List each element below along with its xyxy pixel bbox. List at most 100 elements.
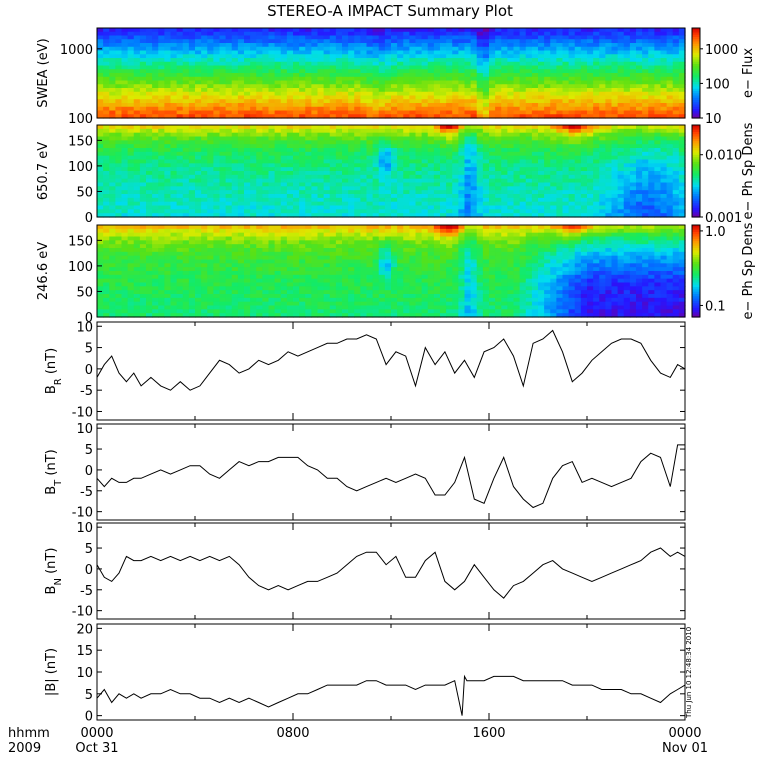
spectrogram-cell (482, 151, 490, 157)
colorbar-cell (692, 86, 700, 90)
spectrogram-cell (378, 201, 386, 207)
spectrogram-cell (158, 209, 165, 214)
spectrogram-cell (201, 99, 208, 104)
spectrogram-cell (348, 136, 355, 141)
spectrogram-cell (317, 201, 325, 207)
spectrogram-cell (286, 197, 294, 203)
spectrogram-cell (317, 58, 325, 63)
spectrogram-cell (550, 205, 557, 210)
spectrogram-cell (158, 267, 165, 272)
spectrogram-cell (170, 125, 178, 130)
spectrogram-cell (127, 232, 135, 238)
spectrogram-cell (207, 194, 214, 199)
colorbar-cell (692, 79, 700, 83)
spectrogram-cell (201, 69, 208, 74)
spectrogram-cell (666, 213, 674, 218)
spectrogram-cell (544, 182, 551, 187)
spectrogram-cell (568, 110, 576, 115)
spectrogram-cell (593, 167, 600, 172)
spectrogram-cell (397, 58, 404, 63)
spectrogram-cell (207, 99, 214, 104)
spectrogram-cell (335, 76, 343, 82)
spectrogram-cell (182, 128, 190, 134)
spectrogram-cell (182, 171, 190, 176)
spectrogram-cell (268, 61, 276, 67)
spectrogram-cell (427, 125, 435, 130)
spectrogram-cell (678, 144, 686, 149)
spectrogram-cell (531, 110, 539, 115)
spectrogram-cell (458, 194, 466, 199)
spectrogram-cell (636, 99, 643, 104)
spectrogram-cell (342, 91, 349, 97)
spectrogram-cell (115, 99, 123, 104)
spectrogram-cell (244, 99, 251, 104)
spectrogram-cell (164, 80, 172, 85)
spectrogram-cell (489, 136, 496, 141)
spectrogram-cell (372, 213, 380, 218)
spectrogram-cell (599, 95, 606, 100)
spectrogram-cell (587, 69, 594, 74)
spectrogram-cell (188, 190, 196, 195)
spectrogram-cell (103, 171, 110, 176)
spectrogram-cell (109, 99, 116, 104)
spectrogram-cell (97, 114, 104, 119)
spectrogram-cell (489, 61, 496, 67)
spectrogram-cell (489, 140, 496, 145)
spectrogram-cell (427, 178, 435, 184)
spectrogram-cell (237, 99, 245, 104)
spectrogram-cell (507, 39, 515, 44)
spectrogram-cell (201, 35, 208, 40)
spectrogram-cell (182, 110, 190, 115)
spectrogram-cell (115, 178, 123, 184)
spectrogram-cell (623, 110, 631, 115)
spectrogram-cell (219, 54, 227, 59)
spectrogram-cell (666, 197, 674, 203)
spectrogram-cell (605, 163, 613, 168)
spectrogram-cell (158, 236, 165, 241)
spectrogram-cell (280, 171, 288, 176)
spectrogram-cell (654, 128, 662, 134)
spectrogram-cell (544, 43, 551, 48)
spectrogram-cell (139, 225, 147, 230)
spectrogram-cell (146, 91, 153, 97)
spectrogram-cell (133, 232, 141, 238)
spectrogram-cell (152, 171, 159, 176)
spectrogram-cell (366, 84, 374, 89)
spectrogram-cell (642, 43, 649, 48)
spectrogram-cell (403, 99, 410, 104)
spectrogram-cell (237, 144, 245, 149)
spectrogram-cell (109, 31, 116, 37)
spectrogram-cell (605, 132, 613, 138)
spectrogram-cell (660, 209, 668, 214)
spectrogram-cell (433, 136, 441, 141)
spectrogram-cell (636, 213, 643, 218)
spectrogram-cell (139, 144, 147, 149)
spectrogram-cell (446, 159, 453, 164)
spectrogram-cell (317, 178, 325, 184)
spectrogram-cell (286, 106, 294, 112)
spectrogram-cell (636, 144, 643, 149)
spectrogram-cell (293, 171, 300, 176)
colorbar-cell (692, 73, 700, 76)
spectrogram-cell (593, 46, 600, 52)
spectrogram-cell (146, 209, 153, 214)
spectrogram-cell (329, 163, 337, 168)
spectrogram-cell (605, 194, 613, 199)
spectrogram-cell (507, 194, 515, 199)
spectrogram-cell (629, 209, 637, 214)
y-axis-label: 650.7 eV (36, 142, 51, 200)
spectrogram-cell (103, 84, 110, 89)
spectrogram-cell (286, 58, 294, 63)
spectrogram-cell (642, 73, 649, 78)
spectrogram-cell (133, 182, 141, 187)
spectrogram-cell (170, 95, 178, 100)
spectrogram-cell (305, 103, 312, 108)
spectrogram-cell (274, 136, 282, 141)
spectrogram-cell (305, 213, 312, 218)
spectrogram-cell (97, 171, 104, 176)
spectrogram-cell (360, 54, 368, 59)
spectrogram-cell (672, 128, 680, 134)
spectrogram-cell (378, 128, 386, 134)
spectrogram-cell (538, 58, 545, 63)
spectrogram-cell (593, 84, 600, 89)
